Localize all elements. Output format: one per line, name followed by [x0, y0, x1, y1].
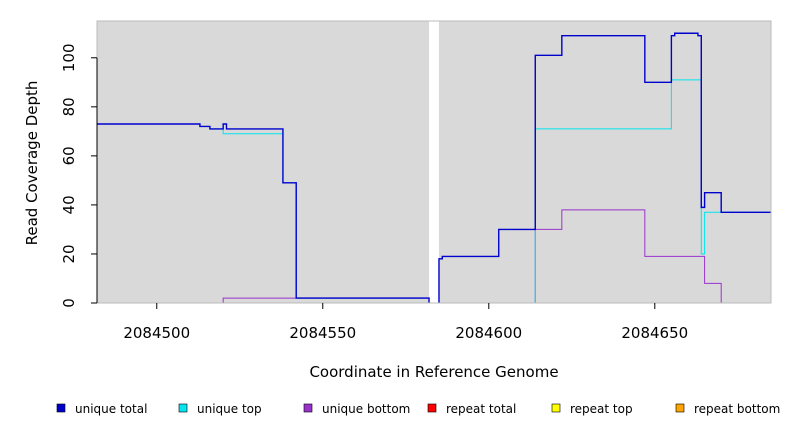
legend: unique total unique top unique bottom repea… — [56, 402, 780, 416]
y-axis: 0 20 40 60 80 100 — [60, 43, 98, 308]
legend-swatch-repeat-bottom — [675, 403, 685, 413]
legend-swatch-unique-bottom — [303, 403, 313, 413]
legend-swatch-unique-total — [56, 403, 66, 413]
x-tick-label: 2084650 — [621, 324, 688, 342]
legend-swatch-unique-top — [178, 403, 188, 413]
legend-label-repeat-top: repeat top — [570, 402, 633, 416]
legend-label-unique-bottom: unique bottom — [322, 402, 410, 416]
plot-background-left — [97, 21, 430, 303]
x-axis-title: Coordinate in Reference Genome — [309, 363, 558, 381]
series-unique-total-line-2 — [438, 32, 771, 303]
x-tick-label: 2084500 — [123, 324, 190, 342]
y-tick-label: 20 — [60, 244, 78, 263]
legend-label-unique-total: unique total — [75, 402, 147, 416]
legend-swatch-repeat-total — [427, 403, 437, 413]
legend-label-unique-top: unique top — [197, 402, 262, 416]
legend-label-repeat-total: repeat total — [446, 402, 516, 416]
y-tick-label: 100 — [60, 43, 78, 72]
plot-area — [96, 20, 772, 304]
series-unique-total-line-1 — [97, 123, 430, 303]
plot-background-right — [438, 21, 771, 303]
y-tick-label: 80 — [60, 97, 78, 116]
y-axis-title: Read Coverage Depth — [23, 81, 41, 246]
x-tick-label: 2084600 — [455, 324, 522, 342]
legend-swatch-repeat-top — [551, 403, 561, 413]
y-tick-label: 0 — [60, 298, 78, 308]
y-tick-label: 40 — [60, 195, 78, 214]
legend-label-repeat-bottom: repeat bottom — [694, 402, 780, 416]
x-tick-label: 2084550 — [289, 324, 356, 342]
x-axis: 2084500 2084550 2084600 2084650 — [123, 303, 688, 342]
y-tick-label: 60 — [60, 146, 78, 165]
